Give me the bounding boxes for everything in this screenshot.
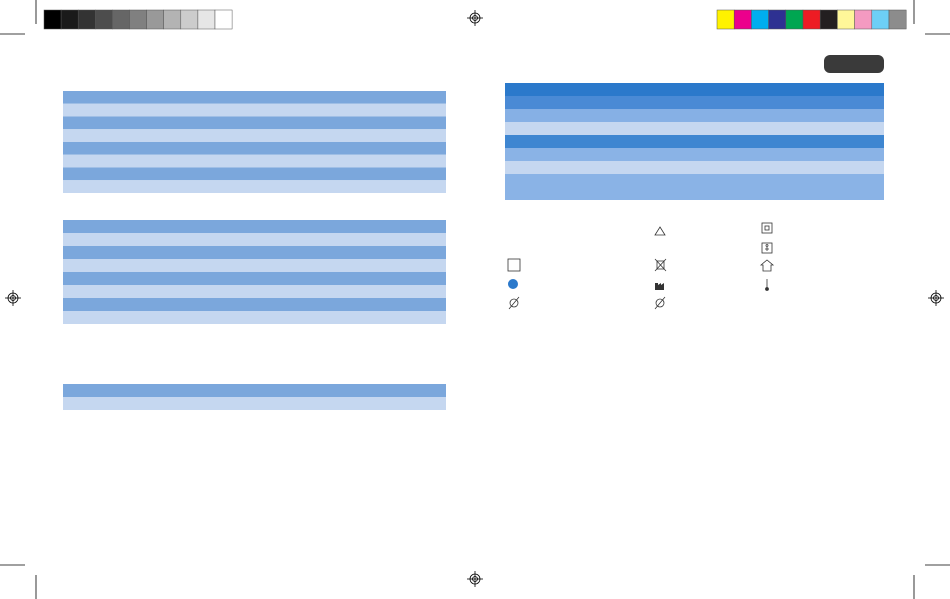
shape: [508, 296, 520, 310]
block: [505, 174, 884, 200]
block: [819, 9, 838, 30]
block: [63, 220, 446, 233]
warning-icon: [654, 226, 666, 236]
block: [716, 9, 735, 30]
symbol-icons: [507, 222, 775, 310]
block: [63, 272, 446, 285]
block: [63, 142, 446, 155]
block: [505, 109, 884, 122]
block: [785, 9, 804, 30]
shape: [765, 244, 769, 247]
manual-icon: [508, 279, 518, 289]
block: [761, 242, 773, 254]
block: [656, 260, 665, 270]
block: [112, 9, 130, 30]
block: [505, 148, 884, 161]
color-bar: [716, 9, 907, 30]
block: [63, 167, 446, 181]
block: [60, 9, 79, 30]
no-reuse-icon: [654, 296, 666, 310]
block: [505, 161, 884, 174]
block: [871, 9, 890, 30]
shape: [654, 258, 667, 272]
indoor-use-icon: [759, 259, 775, 272]
block: [63, 154, 446, 168]
block: [505, 96, 884, 109]
type-bf-icon: [761, 242, 773, 254]
block: [163, 9, 182, 30]
block: [505, 135, 884, 148]
registration-marks: [5, 10, 944, 587]
block: [768, 9, 787, 30]
block: [63, 91, 446, 104]
shape: [928, 290, 944, 306]
block: [63, 103, 446, 117]
table-rows: [63, 220, 446, 324]
block: [63, 233, 446, 246]
block: [802, 9, 821, 30]
shape: [5, 290, 21, 306]
symbol-box: [507, 258, 521, 272]
table-rows: [63, 91, 446, 193]
block: [180, 9, 199, 30]
block: [751, 9, 769, 30]
shape: [509, 298, 519, 308]
block: [63, 246, 446, 259]
block: [854, 9, 873, 30]
block: [505, 83, 884, 96]
shape: [655, 298, 665, 308]
shape: [765, 247, 769, 251]
block: [733, 9, 752, 30]
block: [63, 129, 446, 142]
block: [63, 116, 446, 130]
block: [129, 9, 147, 30]
temperature-icon: [765, 279, 769, 291]
block: [43, 9, 62, 30]
manufacturer-icon: [655, 283, 664, 290]
block: [63, 384, 446, 397]
block: [837, 9, 855, 30]
no-latex-icon: [508, 296, 520, 310]
block: [63, 397, 446, 410]
block: [63, 311, 446, 324]
bin-icon: [654, 258, 667, 272]
double-insulation-icon: [761, 222, 773, 234]
block: [63, 298, 446, 311]
section-tab: [824, 55, 884, 73]
block: [63, 180, 446, 193]
block: [888, 9, 907, 30]
table-rows: [63, 384, 446, 410]
block: [63, 285, 446, 298]
grayscale-bar: [43, 9, 233, 30]
block: [197, 9, 216, 30]
shape: [467, 10, 483, 26]
block: [764, 225, 770, 231]
block: [505, 122, 884, 135]
table-rows: [505, 83, 884, 200]
block: [77, 9, 96, 30]
block: [214, 9, 233, 30]
block: [146, 9, 164, 30]
shape: [765, 287, 769, 291]
block: [63, 259, 446, 272]
block: [761, 222, 773, 234]
shape: [654, 296, 666, 310]
block: [95, 9, 113, 30]
shape: [467, 571, 483, 587]
